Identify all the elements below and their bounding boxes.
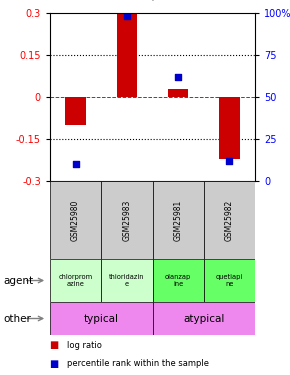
- Text: quetiapi
ne: quetiapi ne: [216, 274, 243, 287]
- Text: thioridazin
e: thioridazin e: [109, 274, 145, 287]
- Bar: [153, 302, 255, 335]
- Text: GDS775 / 8036: GDS775 / 8036: [97, 0, 193, 1]
- Point: [227, 158, 232, 164]
- Text: percentile rank within the sample: percentile rank within the sample: [67, 359, 209, 368]
- Text: olanzap
ine: olanzap ine: [165, 274, 191, 287]
- Point: [125, 13, 129, 20]
- Text: chlorprom
azine: chlorprom azine: [59, 274, 93, 287]
- Bar: [50, 259, 101, 302]
- Text: log ratio: log ratio: [67, 340, 102, 350]
- Bar: [50, 181, 101, 259]
- Point: [73, 161, 78, 167]
- Point: [176, 74, 180, 80]
- Bar: [65, 97, 86, 125]
- Text: GSM25983: GSM25983: [122, 200, 131, 241]
- Bar: [219, 97, 240, 159]
- Bar: [153, 259, 204, 302]
- Bar: [50, 302, 153, 335]
- Text: other: other: [3, 314, 31, 324]
- Text: GSM25981: GSM25981: [174, 200, 183, 241]
- Bar: [117, 13, 137, 97]
- Text: GSM25980: GSM25980: [71, 200, 80, 241]
- Bar: [101, 181, 153, 259]
- Text: atypical: atypical: [183, 314, 224, 324]
- Bar: [204, 259, 255, 302]
- Text: ■: ■: [49, 359, 59, 369]
- Text: agent: agent: [3, 276, 33, 285]
- Text: typical: typical: [84, 314, 119, 324]
- Bar: [101, 259, 153, 302]
- Text: GSM25982: GSM25982: [225, 200, 234, 241]
- Bar: [168, 88, 188, 97]
- Bar: [204, 181, 255, 259]
- Bar: [153, 181, 204, 259]
- Text: ■: ■: [49, 340, 59, 350]
